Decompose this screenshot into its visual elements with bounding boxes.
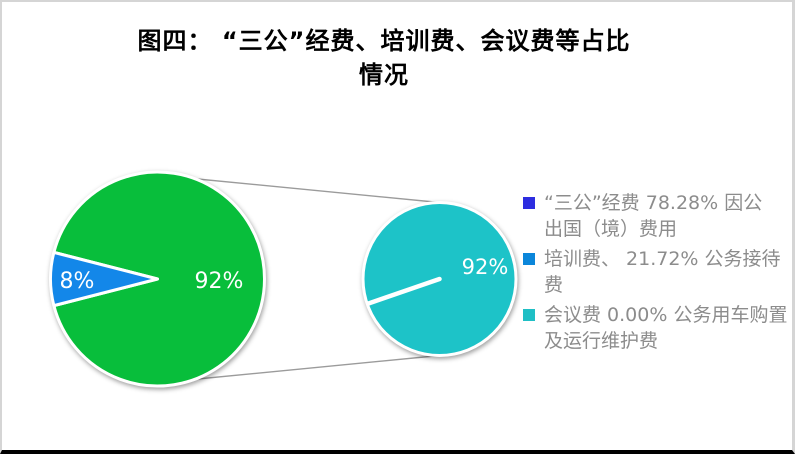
- series-connector-line-top: [176, 176, 440, 204]
- secondary-pie-divider: [365, 276, 442, 306]
- primary-pie-slice-majority: [52, 170, 266, 388]
- chart-title-line2: 情况: [359, 61, 409, 89]
- legend-marker-icon: [523, 253, 535, 265]
- secondary-pie-label: 92%: [462, 255, 509, 279]
- series-connector-line-bottom: [176, 354, 440, 382]
- legend-item-line: 及运行维护费: [544, 330, 659, 352]
- legend-item-line: 出国（境）费用: [544, 218, 678, 240]
- secondary-pie: [361, 201, 518, 357]
- primary-pie-majority-label: 92%: [195, 269, 244, 294]
- legend-item-text: 会议费 0.00% 公务用车购置 及运行维护费: [544, 302, 787, 354]
- chart-title-line1: 图四： “三公”经费、培训费、会议费等占比: [137, 27, 631, 55]
- legend-item-text: 培训费、 21.72% 公务接待 费: [544, 246, 781, 298]
- legend-item-line: “三公”经费 78.28% 因公: [544, 192, 763, 214]
- primary-pie-minority-label: 8%: [60, 269, 95, 294]
- legend-item-text: “三公”经费 78.28% 因公 出国（境）费用: [544, 190, 762, 242]
- legend-item-line: 费: [544, 274, 564, 296]
- primary-pie-slice-minority: [49, 250, 159, 308]
- legend-item-line: 培训费、 21.72% 公务接待: [544, 248, 781, 270]
- legend-item: 会议费 0.00% 公务用车购置 及运行维护费: [523, 302, 789, 354]
- legend-marker-icon: [523, 309, 535, 321]
- legend-item: 培训费、 21.72% 公务接待 费: [523, 246, 789, 298]
- legend-item-line: 会议费 0.00% 公务用车购置: [544, 304, 788, 326]
- legend-marker-icon: [523, 197, 535, 209]
- chart-title: 图四： “三公”经费、培训费、会议费等占比 情况: [2, 24, 792, 92]
- chart-legend: “三公”经费 78.28% 因公 出国（境）费用 培训费、 21.72% 公务接…: [523, 190, 789, 358]
- primary-pie: [49, 170, 266, 388]
- legend-item: “三公”经费 78.28% 因公 出国（境）费用: [523, 190, 789, 242]
